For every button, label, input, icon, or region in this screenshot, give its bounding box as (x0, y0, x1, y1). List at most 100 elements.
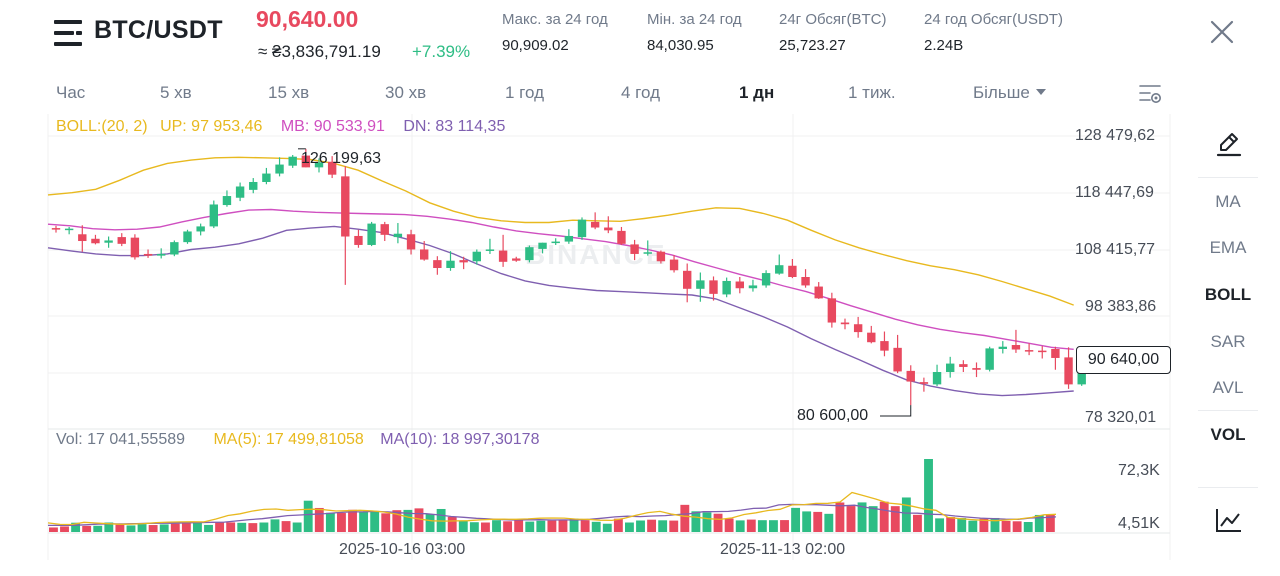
volume-bar (647, 519, 657, 532)
volume-bar (337, 513, 346, 532)
indicator-avl[interactable]: AVL (1212, 378, 1244, 397)
volume-bar (835, 502, 845, 532)
timeframe-tab-active[interactable]: 1 дн (739, 83, 775, 102)
timeframe-bar: Час 5 хв 15 хв 30 хв 1 год 4 год 1 дн 1 … (0, 76, 1180, 110)
candle-body (1051, 348, 1060, 358)
more-timeframes-dropdown[interactable]: Більше (973, 83, 1046, 103)
volume-bar (669, 520, 679, 532)
candle-body (1011, 345, 1021, 350)
candle-body (235, 186, 245, 198)
volume-bar (901, 497, 911, 532)
volume-bar (49, 527, 58, 532)
divider (1198, 487, 1258, 488)
candle-body (301, 155, 311, 168)
candle-body (551, 241, 560, 244)
volume-bar (82, 525, 92, 532)
volume-bar (868, 506, 878, 532)
indicator-ema[interactable]: EMA (1209, 238, 1247, 257)
timeframe-tab[interactable]: 4 год (621, 83, 661, 102)
price-axis-label: 118 447,69 (1075, 184, 1154, 201)
candle-body (117, 237, 126, 244)
volume-bar (990, 517, 1000, 532)
indicator-sar[interactable]: SAR (1210, 332, 1246, 351)
volume-bar (536, 520, 546, 532)
volume-bar (204, 524, 213, 532)
candle-body (472, 251, 481, 262)
boll-upper-line (47, 156, 1074, 306)
volume-bar (403, 509, 413, 532)
volume-bar (824, 513, 834, 532)
fiat-price: ≈ ₴3,836,791.19 (258, 42, 381, 61)
candle-body (985, 348, 994, 370)
line-chart-icon[interactable] (1215, 507, 1243, 533)
timeframe-tab[interactable]: 5 хв (160, 83, 192, 102)
candle-body (64, 228, 74, 231)
volume-bar (193, 522, 202, 532)
candle-body (367, 223, 376, 245)
volume-bar (281, 521, 291, 532)
pencil-icon[interactable] (1216, 130, 1242, 158)
volume-bar (481, 522, 490, 532)
volume-bar (71, 522, 81, 532)
volume-bar (680, 504, 690, 532)
candle-body (196, 226, 205, 232)
vol-ma10-value: MA(10): 18 997,30178 (380, 431, 540, 448)
volume-bar (724, 518, 734, 532)
volume-bar (547, 520, 557, 532)
timeframe-tab[interactable]: 1 год (505, 83, 545, 102)
volume-bar (93, 525, 103, 532)
stat-label: Мін. за 24 год (647, 11, 742, 28)
volume-bar (1034, 514, 1044, 532)
candle-body (157, 253, 166, 256)
volume-bar (968, 520, 978, 532)
volume-bar (813, 511, 823, 532)
chart-settings-icon[interactable] (1138, 81, 1164, 107)
indicator-boll[interactable]: BOLL (1204, 285, 1252, 304)
volume-bars (49, 459, 1055, 532)
candle-body (288, 156, 297, 166)
volume-bar (215, 522, 225, 532)
date-axis-label: 2025-11-13 02:00 (720, 541, 846, 558)
menu-icon[interactable] (54, 20, 82, 46)
volume-bar (492, 520, 501, 532)
candle-body (814, 286, 823, 299)
candle-body (617, 230, 626, 244)
candle-body (406, 234, 416, 250)
volume-bar (746, 519, 756, 532)
indicator-ma[interactable]: MA (1215, 192, 1241, 211)
volume-bar (425, 514, 435, 532)
volume-bar (846, 506, 856, 532)
close-icon[interactable] (1208, 18, 1236, 46)
volume-bar (757, 520, 767, 532)
stat-24h-volume-btc: 24г Обсяг(BTC) 25,723.27 (779, 11, 887, 54)
candle-body (669, 259, 679, 271)
candle-body (433, 260, 442, 269)
volume-bar (292, 522, 302, 532)
boll-mb-value: MB: 90 533,91 (280, 118, 385, 135)
volume-bar (924, 459, 933, 532)
timeframe-tab[interactable]: 15 хв (268, 83, 310, 102)
indicator-vol[interactable]: VOL (1210, 425, 1246, 444)
candle-body (906, 370, 915, 382)
candle-body (327, 161, 337, 175)
divider (1198, 410, 1258, 411)
candle-body (959, 364, 968, 367)
candle-body (262, 173, 271, 182)
volume-bar (303, 500, 313, 532)
candle-body (630, 244, 639, 254)
timeframe-tab[interactable]: 1 тиж. (848, 83, 896, 102)
boll-name: BOLL:(20, 2) (56, 118, 148, 135)
candle-body (761, 273, 771, 286)
volume-bar (713, 513, 723, 532)
timeframe-tab[interactable]: 30 хв (385, 83, 427, 102)
volume-bar (226, 522, 236, 532)
volume-bar (802, 511, 812, 532)
trading-pair[interactable]: BTC/USDT (94, 16, 223, 44)
volume-bar (270, 519, 280, 532)
timeframe-tab[interactable]: Час (56, 83, 86, 102)
candle-body (683, 270, 692, 289)
volume-bar (625, 522, 634, 532)
volume-bar (60, 526, 69, 532)
price-axis-label: 98 383,86 (1085, 298, 1157, 315)
